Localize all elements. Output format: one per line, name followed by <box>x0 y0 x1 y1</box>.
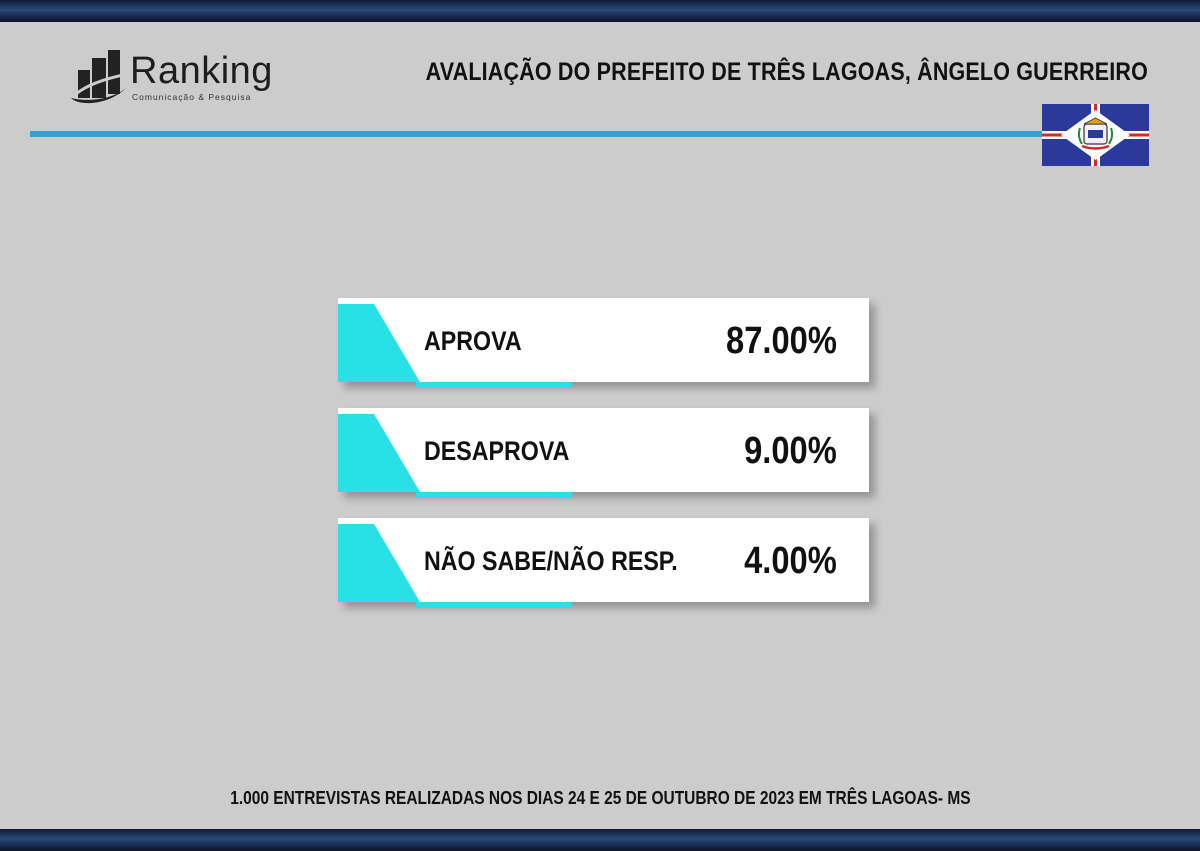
row-accent <box>338 524 572 608</box>
row-label: NÃO SABE/NÃO RESP. <box>424 546 678 576</box>
result-row-nao-sabe: NÃO SABE/NÃO RESP. 4.00% <box>338 518 869 608</box>
building-logo-icon <box>71 50 129 104</box>
row-value: 9.00% <box>744 430 837 472</box>
row-value: 87.00% <box>726 320 837 362</box>
tres-lagoas-flag-icon <box>1042 104 1149 166</box>
row-label: DESAPROVA <box>424 436 570 466</box>
brand-tagline: Comunicação & Pesquisa <box>132 92 252 102</box>
result-row-desaprova: DESAPROVA 9.00% <box>338 408 869 498</box>
row-accent <box>338 414 572 498</box>
row-accent <box>338 304 572 388</box>
footnote-text: 1.000 ENTREVISTAS REALIZADAS NOS DIAS 24… <box>229 788 971 808</box>
title-rule <box>30 131 1042 137</box>
page-title: AVALIAÇÃO DO PREFEITO DE TRÊS LAGOAS, ÂN… <box>425 58 1148 86</box>
ranking-logo: Ranking Comunicação & Pesquisa <box>68 48 278 108</box>
top-band <box>0 0 1200 22</box>
row-label: APROVA <box>424 326 522 356</box>
result-row-aprova: APROVA 87.00% <box>338 298 869 388</box>
brand-name: Ranking <box>130 50 273 92</box>
survey-footnote: 1.000 ENTREVISTAS REALIZADAS NOS DIAS 24… <box>0 788 1200 809</box>
bottom-band <box>0 829 1200 851</box>
row-value: 4.00% <box>744 540 837 582</box>
